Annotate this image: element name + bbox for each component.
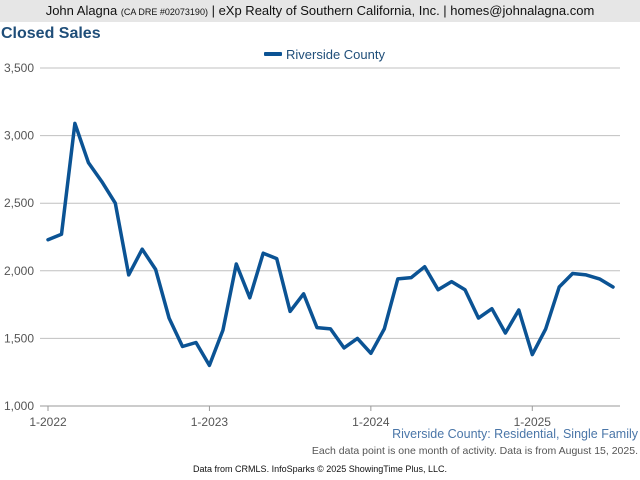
data-point (356, 337, 359, 340)
chart-subtitle: Riverside County: Residential, Single Fa… (392, 427, 638, 441)
data-point (87, 161, 90, 164)
y-tick-label: 2,000 (4, 264, 34, 278)
y-tick-label: 1,500 (4, 331, 34, 345)
data-point (598, 277, 601, 281)
data-point (557, 285, 561, 289)
data-note: Each data point is one month of activity… (311, 445, 638, 457)
data-point (140, 247, 144, 251)
data-point (490, 307, 494, 310)
data-point (194, 341, 198, 344)
data-point (450, 280, 453, 283)
x-tick-label: 1-2024 (352, 415, 390, 429)
data-point (517, 308, 521, 312)
data-source: Data from CRMLS. InfoSparks © 2025 Showi… (193, 464, 447, 474)
data-point (396, 277, 399, 281)
x-tick-label: 1-2025 (514, 415, 552, 429)
legend-label: Riverside County (286, 46, 385, 62)
data-point (436, 288, 440, 291)
data-point (329, 327, 332, 331)
data-point (262, 252, 265, 255)
data-point (235, 262, 238, 266)
data-point (504, 331, 507, 335)
agent-name: John Alagna (45, 3, 118, 18)
data-point (369, 352, 373, 355)
data-point (208, 364, 211, 367)
agent-company-email: | eXp Realty of Southern California, Inc… (211, 3, 595, 18)
data-point (544, 327, 547, 331)
y-tick-label: 1,000 (4, 399, 34, 413)
data-point (342, 346, 346, 350)
data-point (611, 285, 615, 289)
chart-title: Closed Sales (1, 25, 101, 42)
data-point (100, 180, 104, 183)
chart-legend: Riverside County (264, 45, 385, 63)
legend-swatch (264, 52, 282, 56)
x-tick-label: 1-2022 (29, 415, 67, 429)
y-tick-label: 3,500 (4, 61, 34, 75)
data-point (73, 122, 77, 125)
x-tick-label: 1-2023 (191, 415, 229, 429)
data-point (571, 272, 574, 275)
data-point (181, 345, 184, 348)
data-point (315, 326, 319, 329)
data-point (477, 316, 480, 320)
data-point (531, 353, 534, 356)
agent-license: (CA DRE #02073190) (120, 7, 208, 17)
data-point (288, 310, 292, 313)
data-point (275, 257, 278, 260)
data-point (584, 273, 588, 277)
data-point (154, 268, 157, 271)
series-group (46, 121, 615, 368)
y-axis-ticks: 1,000 1,500 2,000 2,500 3,000 3,500 (4, 61, 34, 413)
y-tick-label: 2,500 (4, 196, 34, 210)
data-point (114, 202, 117, 205)
data-point (46, 238, 50, 241)
data-point (302, 292, 305, 295)
agent-header-bar: John Alagna (CA DRE #02073190) | eXp Rea… (0, 0, 640, 22)
data-point (410, 276, 413, 279)
data-point (127, 273, 130, 277)
chart-grid (40, 67, 620, 407)
data-point (167, 316, 171, 320)
x-axis-ticks: 1-2022 1-2023 1-2024 1-2025 (29, 406, 551, 429)
y-tick-label: 3,000 (4, 129, 34, 143)
data-point (221, 329, 225, 332)
data-point (383, 327, 386, 331)
data-point (463, 288, 467, 291)
data-point (60, 233, 63, 236)
data-point (423, 265, 426, 268)
data-point (248, 296, 251, 300)
